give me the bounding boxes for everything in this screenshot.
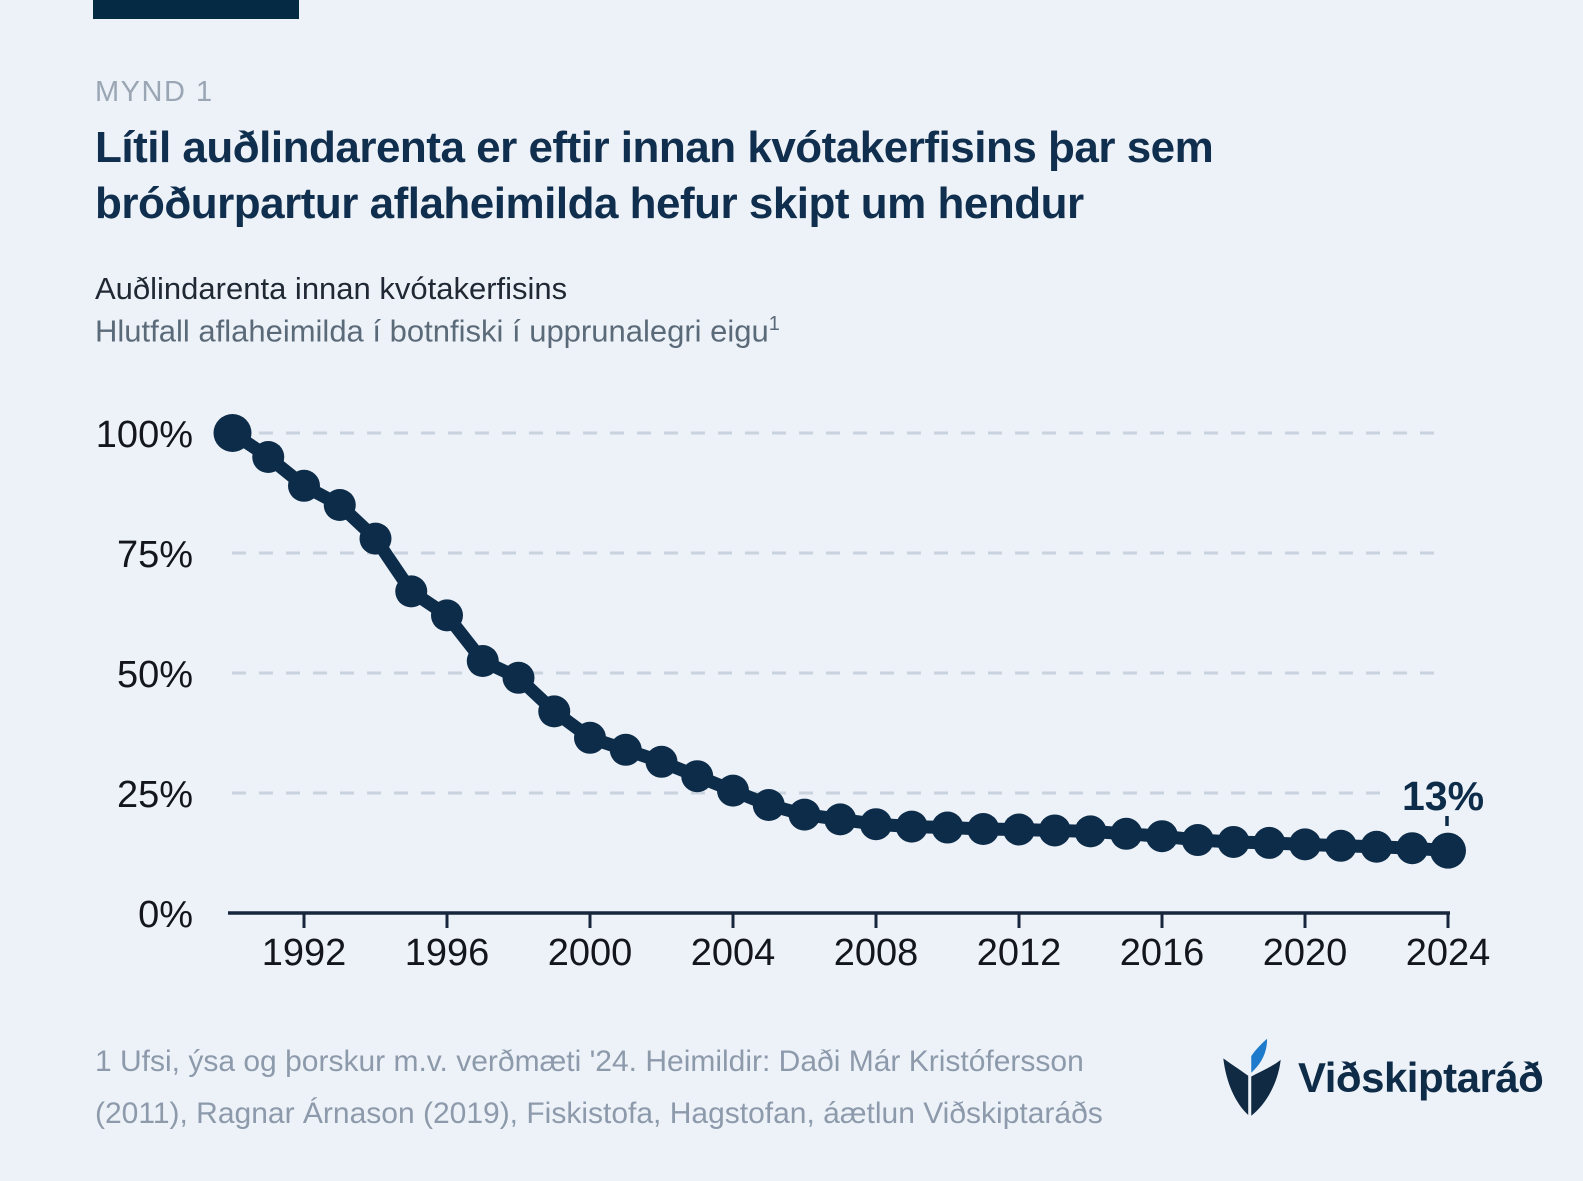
data-point-2013 [1038,814,1071,847]
logo-text: Viðskiptaráð [1298,1054,1544,1101]
y-tick-label-25: 25% [117,774,193,816]
data-point-2004 [717,774,749,807]
data-point-2014 [1074,815,1107,848]
figure-title-line-2: bróðurpartur aflaheimilda hefur skipt um… [95,179,1084,228]
footnote-reference: 1 [768,313,780,335]
y-tick-label-75: 75% [117,534,193,576]
x-tick-label-1996: 1996 [405,932,490,974]
data-point-1994 [359,522,392,555]
logo: Viðskiptaráð [1218,1028,1544,1128]
data-point-2020 [1289,828,1321,861]
figure-kicker: MYND 1 [95,76,214,108]
data-point-2002 [645,745,678,778]
data-point-2000 [574,721,606,754]
data-point-1995 [395,575,428,608]
x-tick-label-2016: 2016 [1120,932,1205,974]
chart-subtitle: Auðlindarenta innan kvótakerfisins [95,271,568,306]
y-tick-label-100: 100% [96,414,193,456]
data-point-2011 [967,813,1000,845]
data-point-2012 [1003,813,1035,846]
data-point-1999 [538,695,571,728]
y-tick-label-0: 0% [138,894,193,936]
chart-subtitle-secondary: Hlutfall aflaheimilda í botnfiski í uppr… [95,313,780,349]
data-point-2016 [1146,820,1178,853]
x-tick-label-2004: 2004 [691,932,776,974]
data-point-2021 [1324,829,1357,862]
data-point-2001 [609,733,642,766]
data-point-2005 [752,789,785,821]
data-point-2010 [931,811,964,844]
footnote-line-1: 1 Ufsi, ýsa og þorskur m.v. verðmæti '24… [95,1045,1084,1078]
data-point-2022 [1360,830,1393,863]
x-tick-label-2012: 2012 [977,932,1062,974]
chart-subtitle-secondary-text: Hlutfall aflaheimilda í botnfiski í uppr… [95,313,769,349]
x-tick-label-1992: 1992 [262,932,347,974]
footnote-line-2: (2011), Ragnar Árnason (2019), Fiskistof… [95,1097,1103,1130]
figure-title: Lítil auðlindarenta er eftir innan kvóta… [95,120,1395,232]
data-point-2015 [1110,817,1143,850]
data-point-2024 [1430,832,1466,869]
data-point-2018 [1217,825,1250,858]
x-tick-label-2008: 2008 [834,932,919,974]
data-point-2009 [895,810,928,843]
data-point-2003 [681,760,714,793]
data-point-1996 [431,599,463,632]
data-point-2007 [824,803,857,836]
data-point-1992 [288,469,320,502]
data-point-2019 [1253,826,1286,859]
end-value-label: 13% [1402,773,1484,819]
x-tick-label-2024: 2024 [1406,932,1491,974]
figure-title-line-1: Lítil auðlindarenta er eftir innan kvóta… [95,123,1214,172]
data-point-1997 [466,645,499,677]
data-point-1993 [323,489,356,521]
y-tick-label-50: 50% [117,654,193,696]
logo-mark-icon [1223,1038,1281,1116]
data-point-2017 [1181,824,1214,857]
data-point-2023 [1396,832,1429,865]
x-tick-label-2000: 2000 [548,932,633,974]
footnote: 1 Ufsi, ýsa og þorskur m.v. verðmæti '24… [95,1036,1225,1140]
data-point-1998 [502,661,535,694]
data-point-1991 [252,441,285,473]
x-tick-label-2020: 2020 [1263,932,1348,974]
accent-bar [93,0,299,19]
series-line [226,426,1455,858]
data-point-2006 [788,798,821,831]
chart-svg: 1992 1996 2000 2004 2008 2012 2016 2020 2024 0% 25… [96,414,1491,974]
data-point-1990 [213,414,252,452]
data-point-2008 [860,808,892,841]
